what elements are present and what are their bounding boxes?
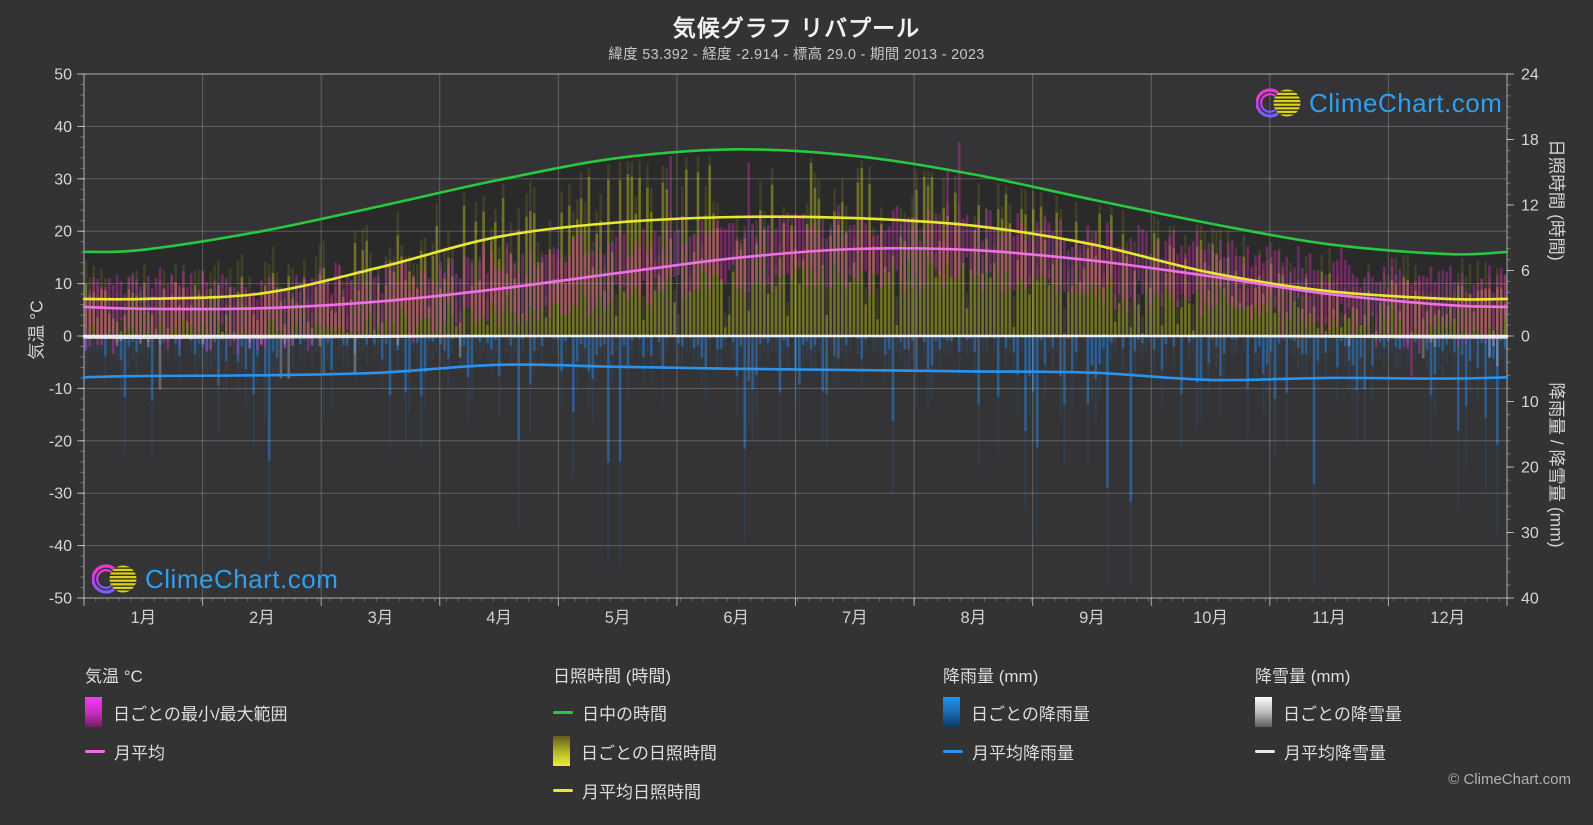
- axis-labels: 50 40 30 20 10 0 -10 -20 -30 -40 -50 24 18 12 6 0 10 20 30…: [49, 67, 1539, 628]
- logo-sun-sphere: [1273, 89, 1301, 117]
- rain-avg-line: [82, 363, 1509, 382]
- legend-item-temp-range: 日ごとの最小/最大範囲: [85, 697, 288, 727]
- logo-c-ring-inner: [96, 569, 113, 589]
- legend-label: 月平均: [114, 743, 165, 763]
- climechart-logo-icon: [1256, 88, 1301, 118]
- sunshine-avg-line-swatch: [553, 788, 573, 792]
- legend-item-daily-sunshine: 日ごとの日照時間: [553, 736, 717, 766]
- day-length-line-swatch: [553, 710, 573, 714]
- month-label: 12月: [1430, 609, 1465, 627]
- legend-item-day-length: 日中の時間: [553, 697, 717, 727]
- legend-item-daily-snow: 日ごとの降雪量: [1255, 697, 1402, 727]
- temp-tick-label: 20: [54, 224, 72, 241]
- legend-item-temp-avg: 月平均: [85, 736, 288, 766]
- temp-tick-label: 50: [54, 67, 72, 84]
- temp-tick-label: 10: [54, 276, 72, 293]
- day-length-line: [82, 147, 1509, 256]
- legend-group-title: 日照時間 (時間): [553, 667, 672, 686]
- precip-tick-label: 40: [1521, 591, 1539, 608]
- month-label: 1月: [130, 609, 156, 627]
- temp-tick-label: -20: [49, 433, 72, 450]
- month-label: 3月: [368, 609, 394, 627]
- temp-tick-label: 30: [54, 171, 72, 188]
- monthly-lines: [82, 147, 1509, 382]
- legend-label: 日ごとの日照時間: [581, 743, 717, 763]
- temp-tick-label: -30: [49, 486, 72, 503]
- copyright-note: © ClimeChart.com: [1448, 771, 1571, 788]
- snow-avg-line-swatch: [1255, 749, 1275, 753]
- sunshine-tick-label: 6: [1521, 263, 1530, 280]
- snow-swatch: [1255, 697, 1272, 727]
- y-axis-title-temperature: 気温 °C: [26, 300, 47, 360]
- rain-bars-soft: [84, 337, 1507, 585]
- precip-tick-label: 20: [1521, 460, 1539, 477]
- logo-sun-sphere: [109, 565, 137, 593]
- logo-c-ring: [92, 564, 115, 594]
- month-label: 9月: [1079, 609, 1105, 627]
- month-label: 4月: [486, 609, 512, 627]
- month-label: 8月: [961, 609, 987, 627]
- sunshine-tick-label: 24: [1521, 67, 1539, 84]
- legend-label: 日ごとの最小/最大範囲: [113, 704, 288, 724]
- temp-tick-label: -10: [49, 381, 72, 398]
- logo-text: ClimeChart.com: [145, 563, 339, 594]
- temp-range-swatch: [85, 697, 102, 727]
- page-title: 気候グラフ リバプール: [672, 15, 921, 41]
- legend-group-title: 気温 °C: [85, 667, 143, 686]
- legend-label: 月平均降雨量: [972, 743, 1074, 763]
- y-axis-title-precipitation: 降雨量 / 降雪量 (mm): [1546, 382, 1567, 548]
- axis-ticks: [77, 73, 1514, 606]
- temp-tick-label: 0: [63, 329, 72, 346]
- temp-tick-label: -40: [49, 538, 72, 555]
- temp-avg-line: [82, 246, 1509, 311]
- climechart-logo-icon: [92, 564, 137, 594]
- logo-c-ring-inner: [1260, 93, 1277, 113]
- legend-label: 月平均日照時間: [582, 782, 701, 802]
- precip-tick-label: 10: [1521, 394, 1539, 411]
- legend-group-temperature: 気温 °C 日ごとの最小/最大範囲 月平均: [85, 662, 288, 766]
- legend-group-snow: 降雪量 (mm) 日ごとの降雪量 月平均降雪量: [1255, 662, 1402, 766]
- legend-item-daily-rain: 日ごとの降雨量: [943, 697, 1090, 727]
- month-label: 11月: [1312, 609, 1346, 627]
- legend-group-title: 降雪量 (mm): [1255, 667, 1351, 686]
- sunshine-tick-label: 0: [1521, 329, 1530, 346]
- month-label: 10月: [1193, 609, 1228, 627]
- legend-group-rain: 降雨量 (mm) 日ごとの降雨量 月平均降雨量: [943, 662, 1090, 766]
- temp-tick-label: -50: [49, 591, 72, 608]
- temp-tick-label: 40: [54, 119, 72, 136]
- rain-swatch: [943, 697, 960, 727]
- sunshine-avg-line: [82, 215, 1509, 301]
- sunshine-swatch: [553, 736, 570, 766]
- sunshine-tick-label: 12: [1521, 198, 1539, 215]
- month-label: 2月: [249, 609, 275, 627]
- month-label: 7月: [842, 609, 868, 627]
- month-label: 5月: [605, 609, 631, 627]
- legend-group-sunshine: 日照時間 (時間) 日中の時間 日ごとの日照時間 月平均日照時間: [553, 662, 717, 805]
- logo-c-ring: [1256, 88, 1279, 118]
- page-subtitle: 緯度 53.392 - 経度 -2.914 - 標高 29.0 - 期間 201…: [608, 47, 985, 63]
- legend-item-snow-avg: 月平均降雪量: [1255, 736, 1402, 766]
- temp-avg-line-swatch: [85, 749, 105, 753]
- legend-label: 日ごとの降雪量: [1283, 704, 1402, 724]
- precip-tick-label: 30: [1521, 525, 1539, 542]
- gridlines: [84, 74, 1507, 598]
- climechart-logo-top-right: ClimeChart.com: [1256, 82, 1502, 124]
- sunshine-bars-soft: [84, 155, 1507, 335]
- y-axis-title-sunshine: 日照時間 (時間): [1546, 139, 1567, 261]
- month-label: 6月: [723, 609, 749, 627]
- climechart-logo-bottom-left: ClimeChart.com: [92, 558, 338, 600]
- logo-text: ClimeChart.com: [1309, 87, 1503, 118]
- sunshine-tick-label: 18: [1521, 132, 1539, 149]
- sunshine-bars: [84, 162, 1507, 336]
- legend-label: 月平均降雪量: [1284, 743, 1386, 763]
- rain-avg-line-swatch: [943, 749, 963, 753]
- legend-label: 日ごとの降雨量: [971, 704, 1090, 724]
- legend-group-title: 降雨量 (mm): [943, 667, 1039, 686]
- legend-label: 日中の時間: [582, 704, 667, 724]
- legend-item-sunshine-avg: 月平均日照時間: [553, 775, 717, 805]
- legend-item-rain-avg: 月平均降雨量: [943, 736, 1090, 766]
